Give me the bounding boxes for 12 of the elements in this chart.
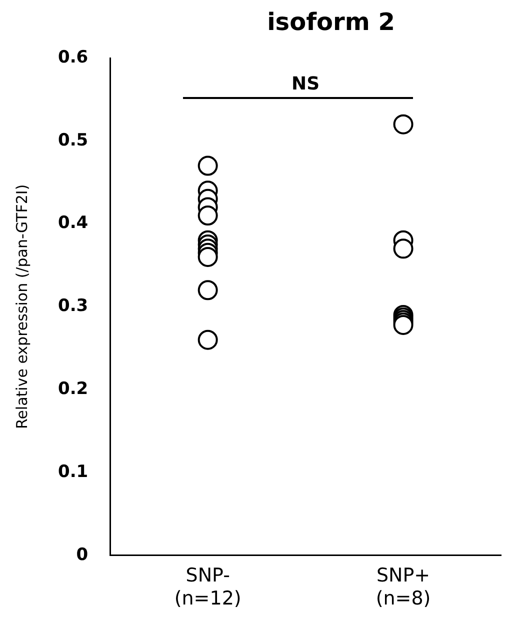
y-tick-label: 0.5 — [58, 130, 88, 150]
y-tick-label: 0.1 — [58, 462, 88, 482]
chart-title: isoform 2 — [266, 8, 396, 36]
x-tick-label: SNP+ (n=8) — [376, 564, 431, 610]
y-tick-label: 0.2 — [58, 379, 88, 400]
y-tick-label: 0 — [76, 544, 88, 565]
y-axis-title: Relative expression (/pan-GTF2I) — [12, 184, 31, 430]
y-tick-label: 0.3 — [58, 296, 88, 316]
y-tick-label: 0.4 — [58, 213, 88, 234]
x-tick-label: SNP- (n=12) — [174, 564, 242, 610]
annotation: NS — [292, 74, 320, 95]
y-tick-label: 0.6 — [58, 47, 88, 68]
